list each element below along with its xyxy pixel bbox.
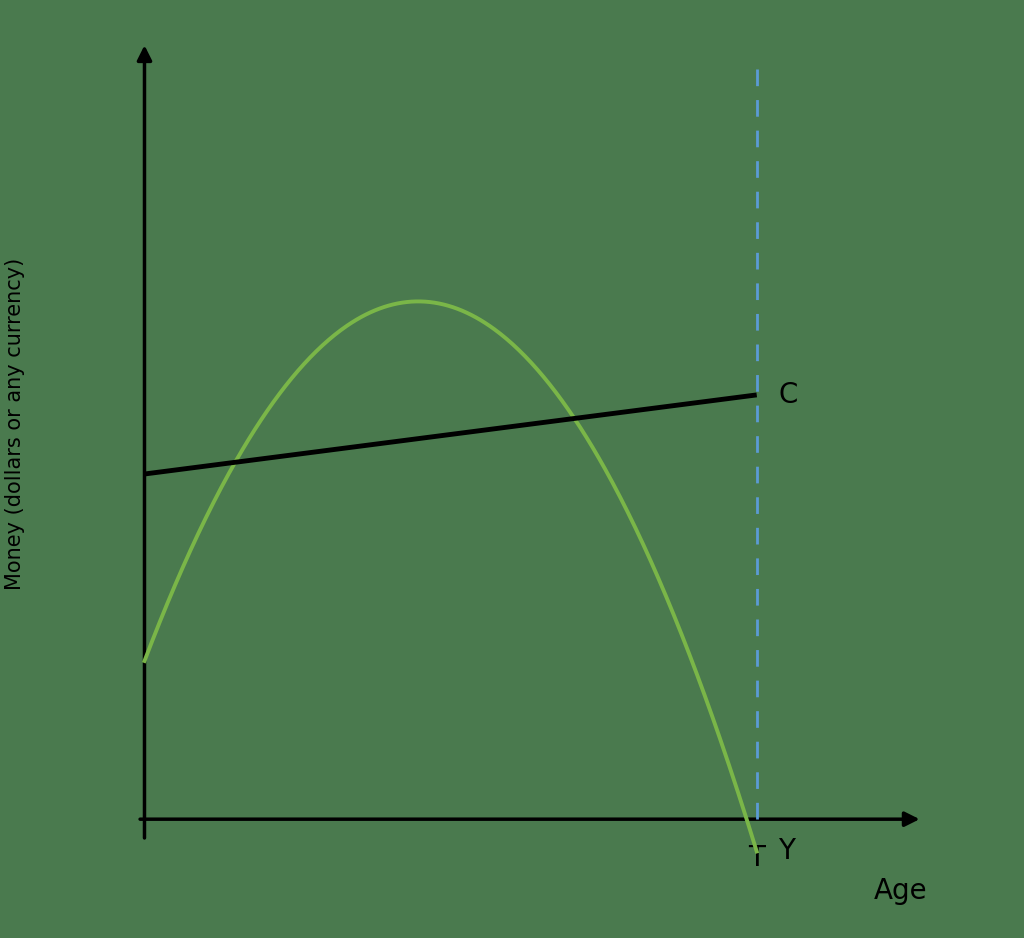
Text: Y: Y [778,838,796,866]
Text: Money (dollars or any currency): Money (dollars or any currency) [5,258,25,590]
Text: Age: Age [873,877,928,905]
Text: T: T [749,844,765,872]
Text: C: C [778,381,798,409]
